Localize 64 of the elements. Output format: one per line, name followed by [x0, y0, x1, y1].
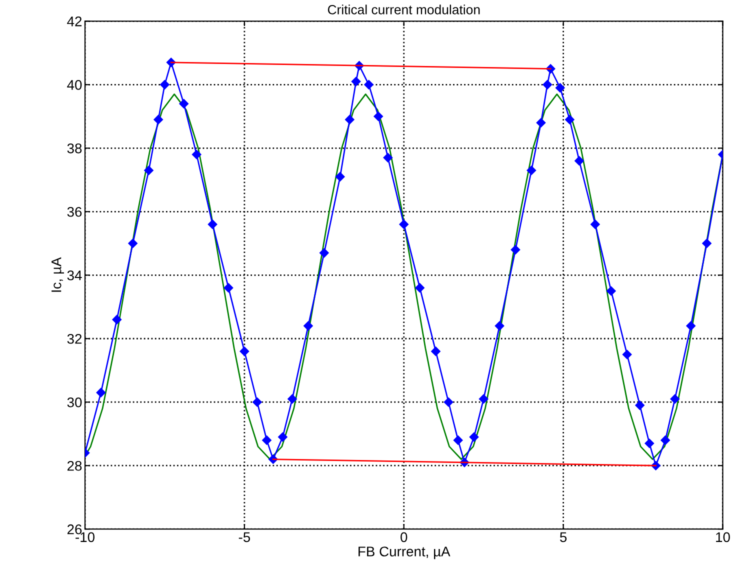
point	[240, 346, 250, 356]
point	[660, 436, 670, 445]
y-tick-label: 40	[67, 80, 82, 90]
point	[364, 80, 374, 90]
x-tick-label: -10	[76, 532, 95, 542]
y-tick-label: 30	[67, 397, 82, 408]
point	[252, 397, 262, 407]
point	[96, 388, 106, 398]
y-tick-label: 28	[67, 460, 82, 471]
point	[526, 166, 536, 175]
point	[144, 166, 154, 175]
point	[288, 394, 297, 404]
x-tick-label: 10	[716, 532, 730, 542]
point	[278, 432, 288, 442]
point	[335, 172, 345, 182]
point	[478, 394, 488, 404]
point	[536, 118, 546, 128]
y-tick-label: 38	[67, 143, 82, 154]
point	[383, 153, 393, 162]
x-tick-label: -5	[238, 532, 250, 542]
y-tick-label: 26	[67, 524, 82, 534]
point	[320, 248, 329, 258]
y-tick-label: 32	[67, 334, 82, 344]
point	[606, 286, 616, 296]
point	[686, 321, 696, 331]
point	[635, 400, 644, 410]
point	[444, 397, 454, 407]
x-tick-label: 0	[400, 532, 408, 542]
point	[112, 314, 122, 324]
point	[453, 436, 463, 445]
x-axis-title: FB Current, µA	[358, 546, 450, 560]
point	[431, 346, 440, 356]
point	[670, 394, 680, 404]
y-axis-title: Ic, µA	[52, 257, 64, 292]
point	[192, 150, 202, 160]
point	[469, 432, 479, 442]
point	[565, 114, 574, 124]
point	[208, 220, 218, 229]
point	[262, 436, 272, 445]
point	[415, 283, 424, 292]
point	[494, 321, 504, 331]
point	[224, 283, 234, 292]
y-tick-label: 34	[67, 270, 82, 280]
y-tick-label: 42	[67, 16, 82, 26]
point	[304, 321, 313, 331]
point	[542, 80, 552, 90]
point	[702, 238, 712, 248]
point	[160, 80, 170, 90]
point	[351, 76, 361, 86]
point	[154, 114, 163, 124]
point	[374, 112, 383, 122]
point	[179, 99, 188, 108]
x-tick-label: 5	[560, 532, 567, 542]
point	[128, 238, 138, 248]
chart-title: Critical current modulation	[328, 4, 480, 14]
y-tick-label: 36	[67, 206, 82, 217]
point	[622, 350, 632, 360]
point	[644, 438, 654, 448]
point	[556, 83, 565, 92]
point	[574, 156, 584, 166]
point	[399, 220, 409, 229]
point	[590, 220, 600, 229]
point	[510, 245, 520, 254]
point	[345, 114, 354, 124]
